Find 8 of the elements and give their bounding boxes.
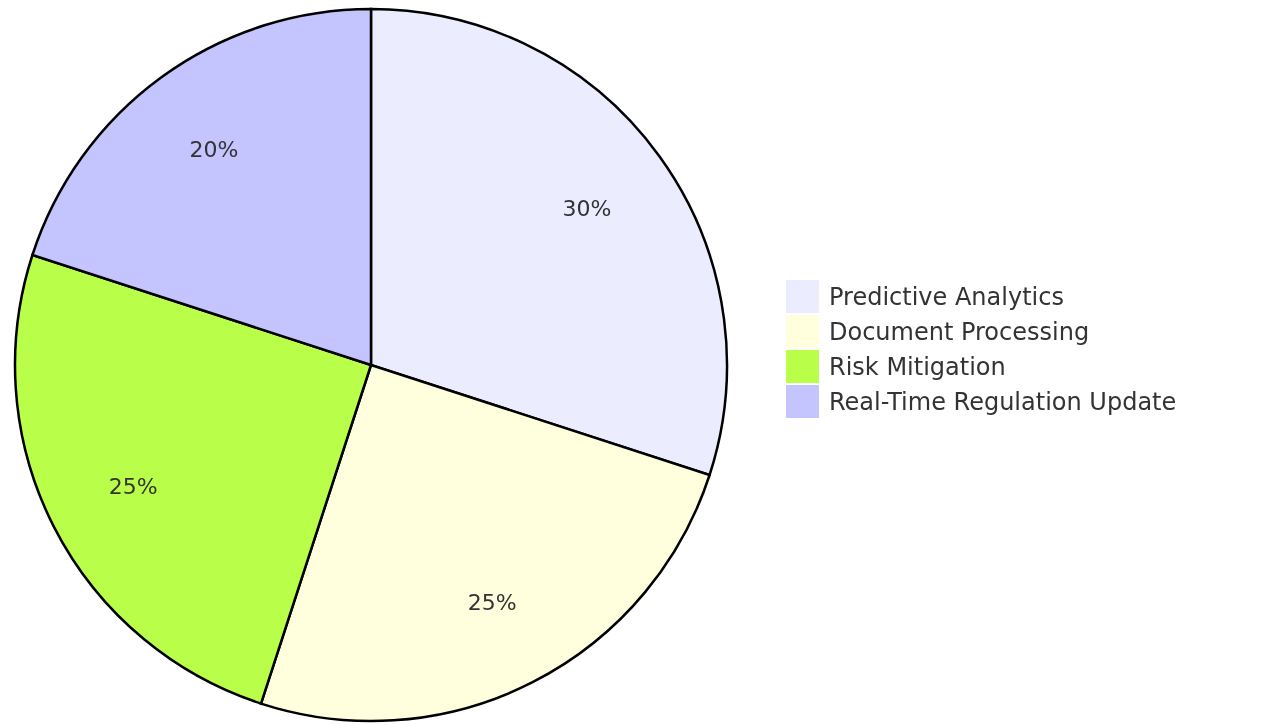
legend-label: Predictive Analytics — [829, 283, 1064, 311]
data-label: 25% — [108, 473, 158, 499]
data-label: 20% — [189, 136, 239, 162]
data-label: 25% — [467, 590, 517, 616]
legend-label: Document Processing — [829, 318, 1090, 346]
legend-label: Real-Time Regulation Update — [829, 388, 1177, 416]
legend-label: Risk Mitigation — [829, 353, 1006, 381]
data-label: 30% — [562, 195, 612, 221]
